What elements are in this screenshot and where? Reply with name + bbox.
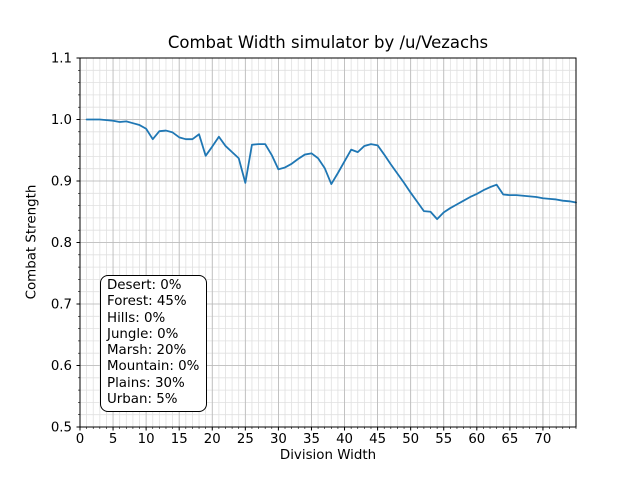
terrain-line: Marsh: 20%: [107, 343, 187, 359]
tick-labels: 0 5 10 15 20 25 30 35 40 45 50 55 60 65 70 0.5 0.6 0.7 0.8…: [51, 52, 552, 448]
x-axis-label: Division Width: [279, 448, 377, 463]
x-tick-label: 25: [237, 432, 254, 447]
terrain-annotation-lines: Desert: 0% Forest: 45% Hills: 0% Jungle: 0%…: [107, 278, 199, 408]
axis-ticks: [76, 57, 577, 431]
x-tick-label: 55: [435, 432, 452, 447]
terrain-line: Jungle: 0%: [107, 326, 179, 342]
chart-title: Combat Width simulator by /u/Vezachs: [167, 33, 489, 52]
x-tick-label: 45: [369, 432, 386, 447]
x-tick-label: 70: [534, 432, 551, 447]
y-tick-label: 1.1: [51, 52, 72, 67]
terrain-line: Plains: 30%: [107, 375, 185, 391]
y-tick-label: 0.8: [51, 236, 72, 251]
terrain-line: Hills: 0%: [107, 310, 166, 326]
y-tick-label: 0.7: [51, 298, 72, 313]
terrain-line: Desert: 0%: [107, 278, 182, 293]
x-tick-label: 15: [171, 432, 188, 447]
x-tick-label: 60: [468, 432, 485, 447]
x-tick-label: 65: [501, 432, 518, 447]
x-tick-label: 35: [303, 432, 320, 447]
x-tick-label: 20: [204, 432, 221, 447]
axes-spines: [79, 57, 577, 428]
terrain-line: Mountain: 0%: [107, 359, 200, 375]
combat-strength-line: [85, 118, 577, 221]
x-tick-label: 30: [270, 432, 287, 447]
terrain-line: Forest: 45%: [107, 294, 187, 310]
x-tick-label: 50: [402, 432, 419, 447]
terrain-annotation-box: Desert: 0% Forest: 45% Hills: 0% Jungle: 0%…: [100, 275, 208, 413]
terrain-line: Urban: 5%: [107, 392, 178, 408]
x-tick-label: 5: [109, 432, 117, 447]
y-axis-label: Combat Strength: [24, 184, 40, 300]
y-tick-label: 0.9: [51, 175, 72, 190]
y-tick-label: 0.6: [51, 359, 72, 374]
y-tick-label: 1.0: [51, 113, 72, 128]
x-tick-label: 0: [76, 432, 84, 447]
x-tick-label: 10: [138, 432, 155, 447]
y-tick-label: 0.5: [51, 421, 72, 436]
x-tick-label: 40: [336, 432, 353, 447]
